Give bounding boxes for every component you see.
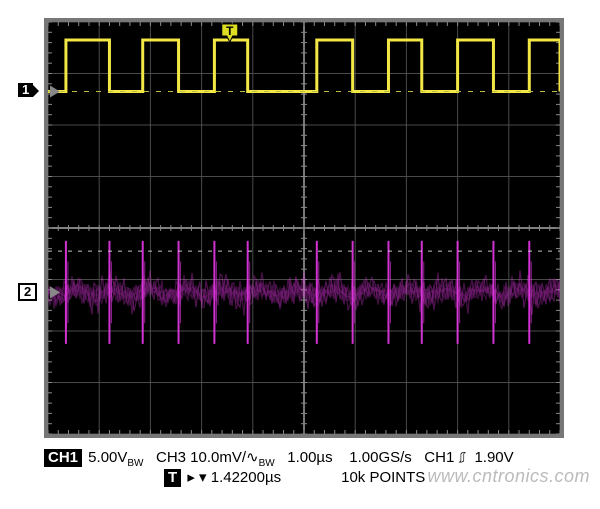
oscilloscope-screen: T — [44, 18, 564, 438]
watermark: www.cntronics.com — [427, 466, 590, 487]
channel-marker-2: 2 — [18, 283, 37, 301]
scope-svg: T — [48, 22, 560, 434]
svg-text:T: T — [226, 24, 234, 38]
channel-marker-1: 1 — [18, 83, 33, 97]
